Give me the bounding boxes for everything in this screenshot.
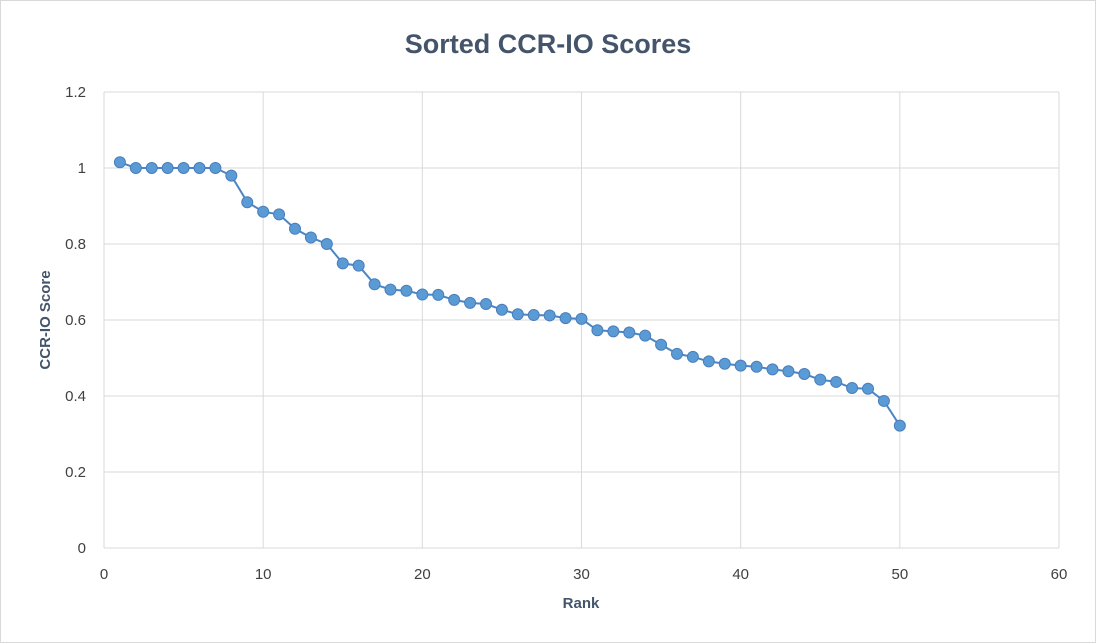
data-point — [846, 382, 859, 395]
x-tick-label: 0 — [100, 566, 108, 583]
data-point — [543, 309, 556, 322]
data-point — [862, 382, 874, 395]
x-tick-label: 10 — [255, 566, 272, 583]
data-point — [352, 259, 365, 272]
data-point — [559, 312, 572, 325]
y-tick-label: 0.4 — [65, 388, 86, 405]
data-point — [400, 284, 413, 297]
data-point — [113, 156, 126, 169]
y-tick-label: 0 — [78, 540, 86, 557]
data-point — [289, 222, 301, 235]
data-point — [161, 162, 174, 174]
series-layer — [113, 156, 906, 432]
data-point — [384, 283, 397, 296]
data-point — [416, 288, 429, 301]
data-point — [495, 303, 508, 316]
x-axis-label: Rank — [563, 595, 600, 612]
data-point — [877, 394, 890, 407]
x-tick-label: 40 — [732, 566, 749, 583]
tick-layer: 0 0.2 0.4 0.6 0.8 1 1.2 0 10 20 30 40 50 60 — [65, 84, 1067, 583]
data-point — [766, 363, 779, 376]
data-point — [798, 367, 811, 380]
data-point — [448, 293, 461, 306]
data-point — [320, 238, 333, 250]
data-point — [607, 325, 620, 338]
data-point — [671, 347, 683, 360]
data-point — [893, 419, 906, 432]
data-point — [129, 162, 142, 174]
y-tick-label: 0.2 — [65, 464, 86, 481]
data-point — [814, 373, 827, 386]
data-point — [273, 208, 286, 221]
data-point — [304, 231, 317, 244]
data-point — [686, 350, 699, 363]
data-point — [511, 308, 524, 321]
y-tick-label: 0.6 — [65, 312, 86, 329]
data-point — [368, 278, 381, 291]
data-point — [241, 196, 254, 209]
data-point — [750, 360, 763, 373]
y-tick-label: 1 — [78, 160, 86, 177]
grid-layer — [103, 91, 1060, 549]
x-tick-label: 30 — [573, 566, 590, 583]
data-point — [145, 162, 158, 174]
data-point — [225, 169, 238, 182]
data-point — [527, 309, 540, 322]
data-point — [591, 324, 604, 337]
data-point — [655, 338, 668, 351]
data-point — [336, 257, 349, 270]
data-point — [177, 162, 190, 174]
data-point — [830, 375, 843, 388]
data-point — [209, 162, 222, 174]
data-point — [623, 326, 636, 339]
y-axis-label: CCR-IO Score — [37, 270, 54, 369]
x-tick-label: 50 — [891, 566, 908, 583]
data-point — [718, 357, 731, 370]
x-tick-label: 60 — [1051, 566, 1068, 583]
data-point — [432, 288, 445, 301]
data-point — [575, 312, 588, 325]
data-point — [702, 355, 715, 368]
series-line — [119, 161, 901, 427]
data-point — [639, 329, 652, 342]
data-point — [257, 205, 270, 218]
y-tick-label: 1.2 — [65, 84, 86, 101]
chart-title: Sorted CCR-IO Scores — [405, 29, 692, 59]
data-point — [480, 298, 492, 311]
data-point — [782, 365, 795, 378]
data-point — [464, 296, 477, 309]
y-tick-label: 0.8 — [65, 236, 86, 253]
data-point — [734, 359, 747, 372]
x-tick-label: 20 — [414, 566, 431, 583]
data-point — [193, 162, 206, 174]
